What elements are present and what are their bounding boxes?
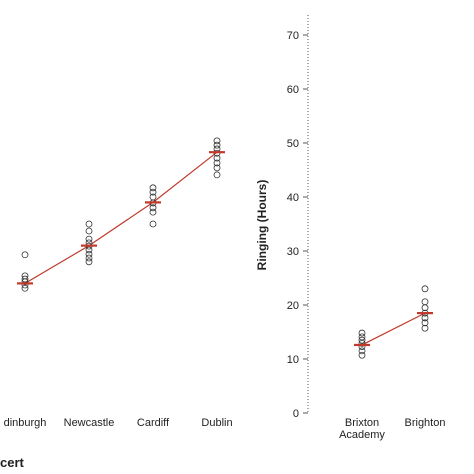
x-tick-label: B xyxy=(456,417,474,429)
data-point xyxy=(85,250,93,258)
data-point xyxy=(421,285,429,293)
y-tick-label: 40 xyxy=(287,192,299,204)
data-point xyxy=(149,184,157,192)
y-tick-label: 30 xyxy=(287,246,299,258)
data-point xyxy=(21,251,29,259)
data-point xyxy=(21,284,29,292)
y-tick-label: 20 xyxy=(287,300,299,312)
mean-line xyxy=(361,312,426,346)
data-point xyxy=(421,298,429,306)
data-point xyxy=(85,258,93,266)
y-tick-label: 60 xyxy=(287,84,299,96)
x-tick-label: Dublin xyxy=(201,417,233,429)
y-tick-label: 10 xyxy=(287,354,299,366)
data-point xyxy=(213,171,221,179)
x-tick-label: Brixton Academy xyxy=(339,417,385,441)
x-tick-label: Newcastle xyxy=(63,417,115,429)
data-point xyxy=(85,220,93,228)
data-point xyxy=(213,164,221,172)
data-point xyxy=(149,204,157,212)
data-point xyxy=(358,339,366,347)
data-point xyxy=(421,304,429,312)
data-point xyxy=(149,220,157,228)
y-axis-label: Ringing (Hours) xyxy=(255,180,269,271)
data-point xyxy=(358,351,366,359)
data-point xyxy=(85,235,93,243)
data-point xyxy=(358,343,366,350)
data-point xyxy=(213,154,221,162)
x-tick-label: Brighton xyxy=(404,417,446,429)
data-point xyxy=(421,314,429,322)
x-axis-label: cert xyxy=(0,455,25,470)
data-point xyxy=(85,246,93,254)
data-point xyxy=(149,188,157,196)
y-tick-label: 0 xyxy=(293,408,299,420)
mean-line xyxy=(24,151,218,284)
y-tick-label: 70 xyxy=(287,30,299,42)
data-point xyxy=(85,254,93,262)
data-point xyxy=(421,324,429,332)
data-point xyxy=(21,278,29,286)
data-point xyxy=(213,159,221,167)
x-tick-label: dinburgh xyxy=(3,417,47,429)
data-point xyxy=(213,137,221,145)
x-tick-label: Cardiff xyxy=(136,417,170,429)
data-point xyxy=(358,329,366,337)
data-point xyxy=(358,336,366,344)
data-point xyxy=(21,281,29,289)
data-point xyxy=(85,227,93,235)
data-point xyxy=(149,208,157,216)
data-point xyxy=(421,319,429,327)
y-tick-label: 50 xyxy=(287,138,299,150)
data-point xyxy=(358,347,366,355)
data-point xyxy=(213,141,221,149)
data-point xyxy=(358,333,366,341)
